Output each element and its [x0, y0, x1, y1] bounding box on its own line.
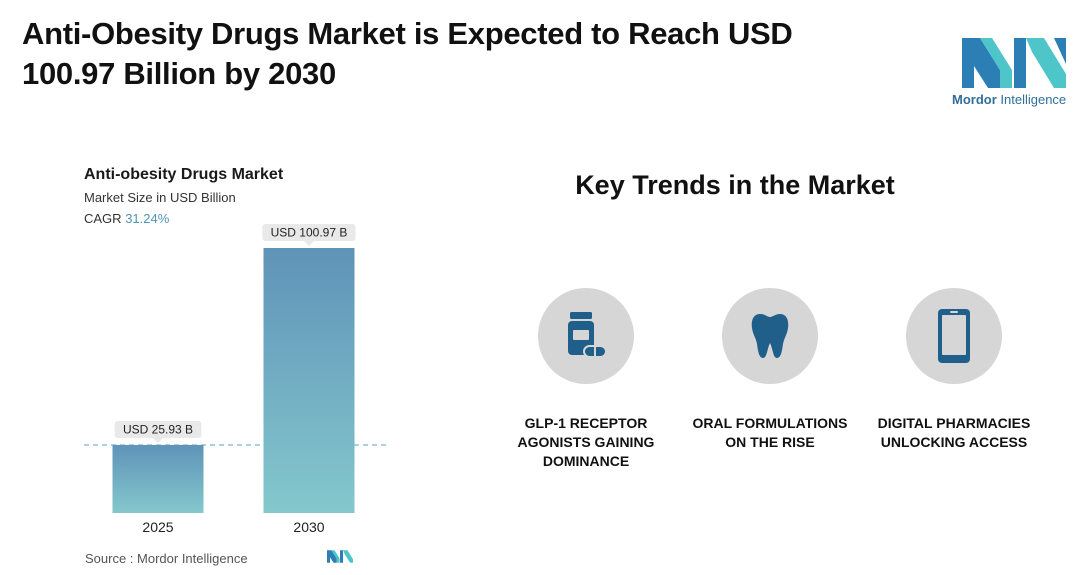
trend-label-line: UNLOCKING ACCESS	[880, 434, 1028, 450]
key-trends-title: Key Trends in the Market	[575, 170, 895, 200]
trend-item-digital: DIGITAL PHARMACIES UNLOCKING ACCESS	[854, 288, 1054, 452]
chart-title: Anti-obesity Drugs Market	[84, 166, 284, 183]
mordor-intelligence-logo: Mordor Intelligence	[952, 34, 1076, 114]
data-label-pointer	[304, 241, 314, 246]
cagr-value: 31.24%	[125, 211, 170, 226]
chart-source: Source : Mordor Intelligence	[85, 551, 248, 566]
smartphone-icon	[938, 309, 970, 363]
logo-name-rest: Intelligence	[996, 92, 1067, 107]
data-label: USD 25.93 B	[123, 422, 193, 436]
medicine-bottle-icon	[568, 312, 607, 358]
chart-subtitle: Market Size in USD Billion	[84, 190, 236, 205]
trend-label-line: ON THE RISE	[725, 434, 815, 450]
trend-icon-circle	[722, 288, 818, 384]
data-label-pill	[114, 420, 202, 438]
trend-label-line: DIGITAL PHARMACIES	[877, 415, 1031, 431]
trend-label-line: ORAL FORMULATIONS	[692, 415, 848, 431]
trend-label: ORAL FORMULATIONS ON THE RISE	[670, 414, 870, 452]
trend-item-glp1: GLP-1 RECEPTOR AGONISTS GAINING DOMINANC…	[486, 288, 686, 471]
mini-mordor-logo-icon	[327, 550, 353, 563]
bar-2025	[112, 444, 204, 513]
data-label: USD 100.97 B	[271, 226, 348, 240]
cagr-label: CAGR	[84, 211, 122, 226]
trend-label-line: AGONISTS GAINING	[517, 434, 655, 450]
trend-label-line: GLP-1 RECEPTOR	[524, 415, 648, 431]
trend-label-line: DOMINANCE	[542, 453, 630, 469]
trend-icon-circle	[538, 288, 634, 384]
trend-item-oral: ORAL FORMULATIONS ON THE RISE	[670, 288, 870, 452]
tooth-icon	[751, 314, 789, 358]
cagr-line: CAGR 31.24%	[84, 211, 169, 226]
trend-label: GLP-1 RECEPTOR AGONISTS GAINING DOMINANC…	[486, 414, 686, 471]
x-tick-label: 2030	[293, 519, 324, 535]
page-headline: Anti-Obesity Drugs Market is Expected to…	[22, 16, 793, 91]
bar-2030	[263, 248, 355, 513]
mordor-logo-mark-icon	[962, 38, 1066, 88]
trend-label: DIGITAL PHARMACIES UNLOCKING ACCESS	[854, 414, 1054, 452]
data-label-pointer	[153, 437, 163, 443]
x-tick-label: 2025	[142, 519, 173, 535]
logo-name-bold: Mordor	[952, 92, 997, 107]
data-label-pill	[262, 224, 356, 241]
trend-icon-circle	[906, 288, 1002, 384]
